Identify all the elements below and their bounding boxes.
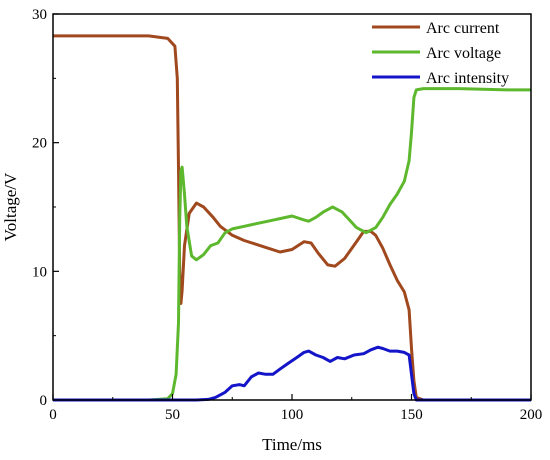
x-tick-label: 100 <box>281 407 304 423</box>
x-tick-label: 150 <box>400 407 423 423</box>
x-axis-title: Time/ms <box>262 435 322 454</box>
y-tick-label: 0 <box>40 393 48 409</box>
y-axis-title: Voltage/V <box>1 172 20 241</box>
x-tick-label: 200 <box>520 407 543 423</box>
legend-label-arc-intensity: Arc intensity <box>426 70 509 87</box>
chart-legend: Arc current Arc voltage Arc intensity <box>372 20 509 87</box>
ticks-layer: 0 50 100 150 200 0 10 20 30 <box>32 7 542 423</box>
y-tick-label: 30 <box>32 7 47 23</box>
y-tick-label: 10 <box>32 264 47 280</box>
legend-label-arc-current: Arc current <box>426 20 500 37</box>
series-line-arc-voltage <box>53 87 531 402</box>
legend-label-arc-voltage: Arc voltage <box>426 45 501 62</box>
series-layer <box>53 34 531 402</box>
x-tick-label: 50 <box>165 407 180 423</box>
series-line-arc-intensity <box>53 345 531 402</box>
y-tick-label: 20 <box>32 136 47 152</box>
x-tick-label: 0 <box>49 407 57 423</box>
series-line-arc-current <box>53 34 531 402</box>
